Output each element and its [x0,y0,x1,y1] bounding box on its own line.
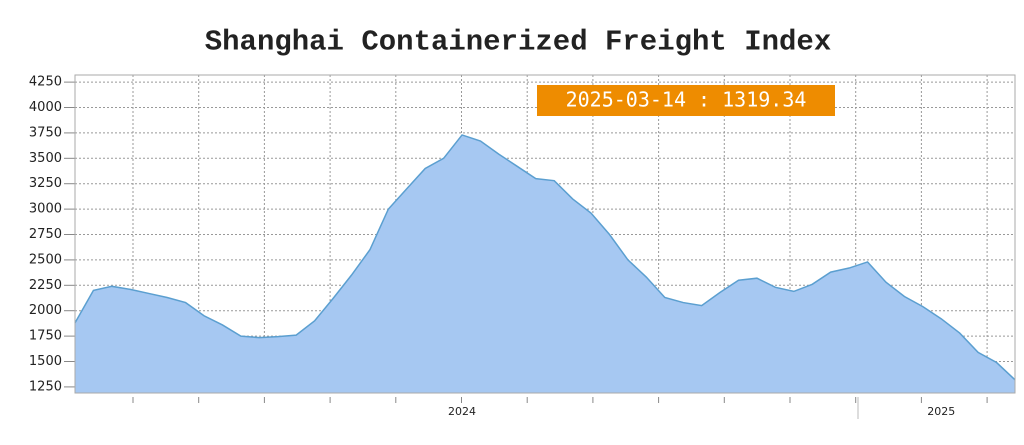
plot-frame [74,74,1016,394]
x-tick-label: 2025 [927,405,955,418]
y-tick-label: 4250 [29,75,62,90]
annotation: 2025-03-14 : 1319.34 [566,88,807,112]
y-tick-label: 2250 [29,278,62,293]
y-tick-label: 3500 [29,151,62,166]
y-tick-label: 1250 [29,379,62,394]
area-fill [75,134,1015,393]
y-tick-label: 2500 [29,252,62,267]
y-tick-label: 2750 [29,227,62,242]
annotation-box [537,85,835,116]
x-tick-label: 2024 [448,405,476,418]
y-tick-label: 3000 [29,202,62,217]
y-tick-label: 2000 [29,303,62,318]
y-tick-label: 1500 [29,354,62,369]
y-tick-label: 1750 [29,329,62,344]
chart-title: Shanghai Containerized Freight Index [205,26,832,59]
area-line [74,134,1016,381]
y-tick-label: 3250 [29,176,62,191]
y-tick-label: 3750 [29,125,62,140]
y-tick-label: 4000 [29,100,62,115]
